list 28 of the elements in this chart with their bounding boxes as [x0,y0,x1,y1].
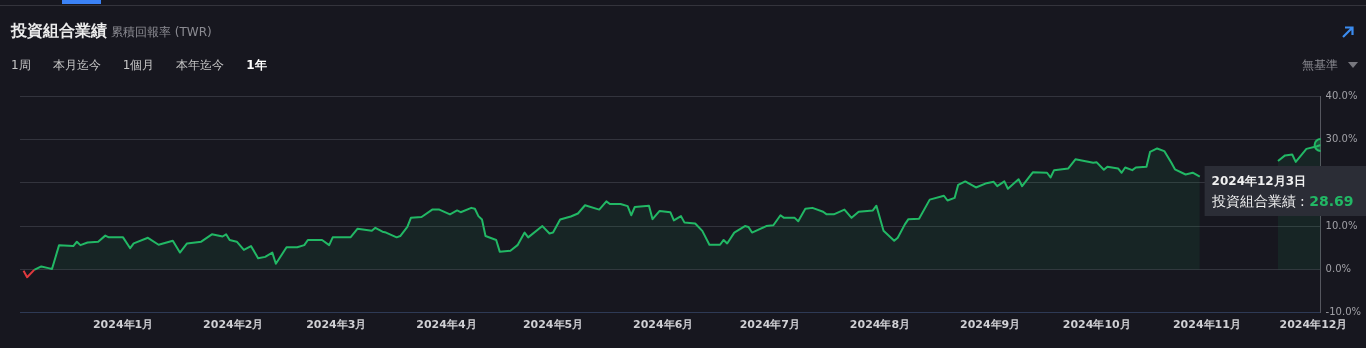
x-tick-label: 2024年7月 [739,318,800,332]
text: 本年迄今 [176,58,225,72]
text: 1年 [246,58,267,72]
x-tick-label: 2024年5月 [522,318,584,332]
y-tick-label: 30.0% [1325,132,1358,144]
y-tick-label: -10.0% [1325,306,1362,318]
x-tick-label: 2024年2月 [203,318,264,332]
chart-subtitle: 累積回報率 (TWR) [111,25,212,39]
x-tick-label: 2024年6月 [633,318,694,332]
text: 投資組合業績 : [1211,193,1305,210]
x-tick-label: 2024年1月 [92,318,154,332]
text: 投資組合業績 [11,21,107,40]
x-tick-label: 2024年9月 [960,318,1021,332]
x-tick-label: 2024年11月 [1172,318,1241,332]
x-tick-label: 2024年12月 [1279,318,1348,332]
text: 本月迄今 [52,58,101,72]
y-tick-label: 10.0% [1325,219,1358,231]
y-tick-label: 0.0% [1325,263,1352,275]
y-tick-label: 40.0% [1325,89,1358,101]
data-label: 28.69 [1309,193,1354,210]
x-tick-label: 2024年4月 [416,318,477,332]
text: 1周 [11,58,31,72]
annotation: 2024年12月3日 [1211,174,1307,189]
x-tick-label: 2024年3月 [306,318,367,332]
text: 1個月 [122,58,155,72]
text: 無基準 [1302,58,1339,72]
x-tick-label: 2024年8月 [849,318,911,332]
x-tick-label: 2024年10月 [1062,318,1131,332]
